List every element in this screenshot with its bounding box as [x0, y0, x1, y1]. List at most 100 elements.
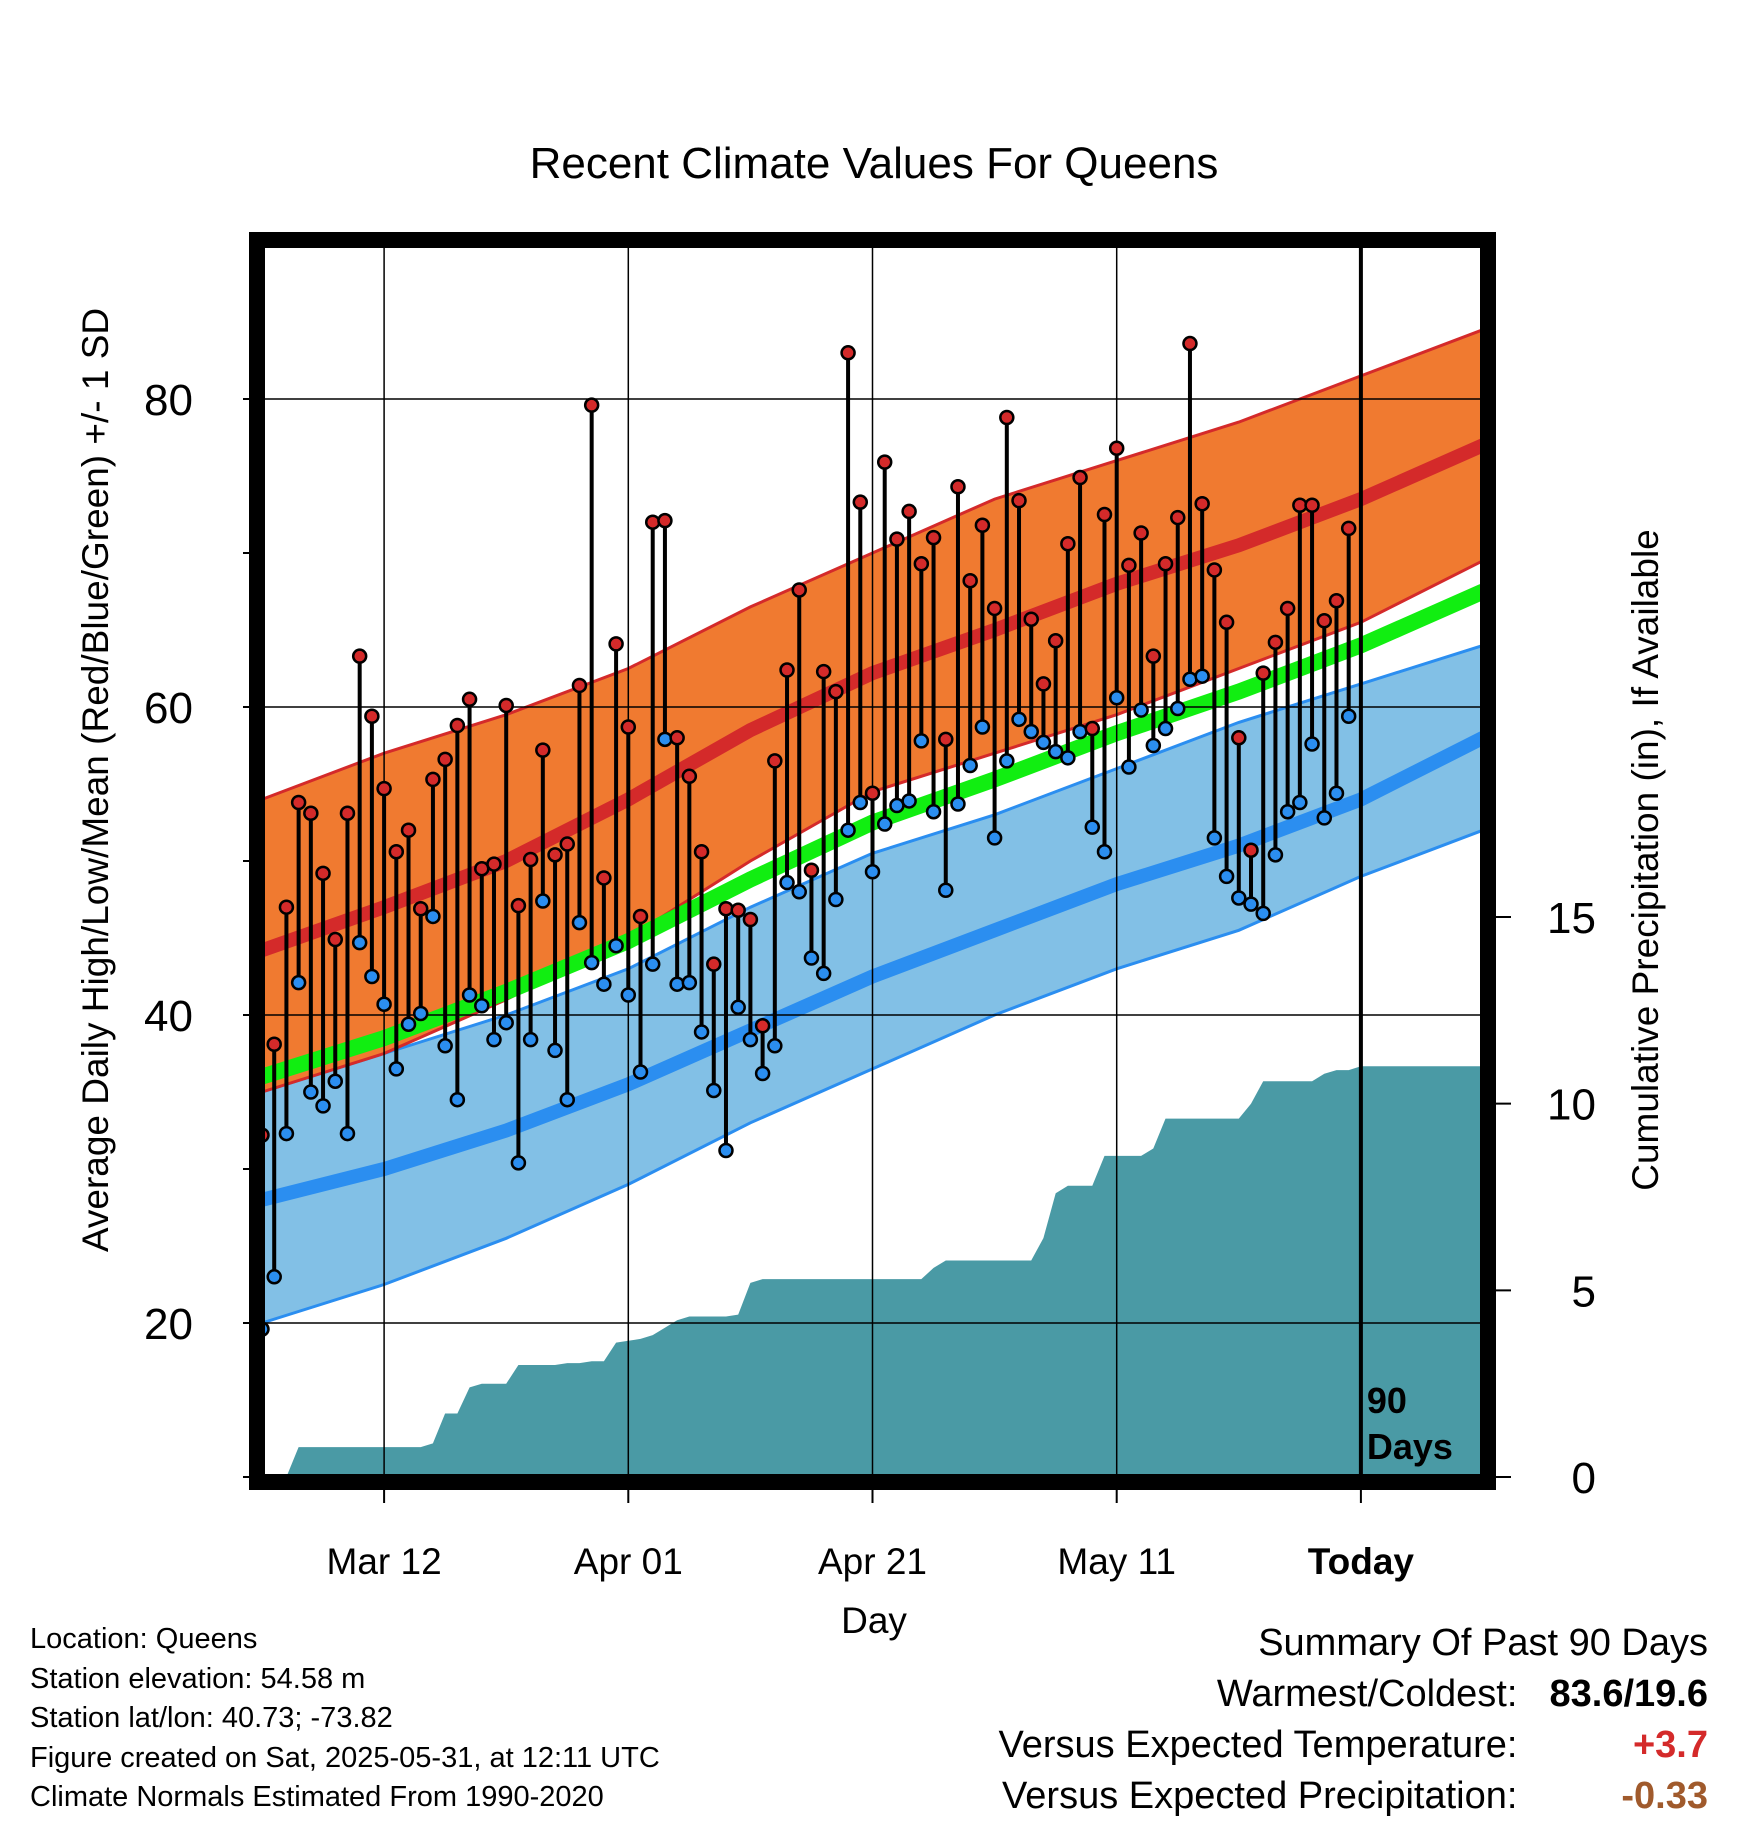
- daily-low-point: [388, 1061, 405, 1077]
- daily-high-point: [1121, 557, 1137, 574]
- daily-low-point: [1243, 896, 1259, 912]
- daily-high-point: [1023, 611, 1039, 627]
- daily-high-point: [547, 847, 563, 863]
- daily-high-point: [559, 836, 575, 852]
- daily-high-point: [1255, 665, 1271, 681]
- daily-low-point: [791, 884, 807, 900]
- daily-high-point: [290, 794, 307, 811]
- daily-high-point: [767, 753, 783, 769]
- daily-high-point: [596, 870, 612, 886]
- daily-high-point: [449, 717, 466, 734]
- daily-low-point: [425, 908, 441, 925]
- y-tick-label: 80: [144, 376, 193, 425]
- daily-high-point: [852, 494, 869, 510]
- daily-low-point: [1182, 671, 1198, 688]
- daily-low-point: [547, 1042, 563, 1059]
- daily-high-point: [913, 556, 930, 572]
- daily-low-point: [364, 968, 380, 985]
- daily-low-point: [327, 1073, 344, 1089]
- daily-high-point: [706, 956, 722, 972]
- daily-high-point: [1060, 536, 1076, 552]
- daily-low-point: [803, 950, 820, 966]
- daily-high-point: [779, 662, 795, 678]
- y2-axis-label: Cumulative Precipitation (in), If Availa…: [1625, 529, 1666, 1191]
- daily-high-point: [1304, 497, 1320, 514]
- precip-anomaly-value: -0.33: [1621, 1775, 1708, 1817]
- daily-low-point: [913, 733, 930, 749]
- daily-high-point: [1047, 633, 1064, 649]
- daily-high-point: [1084, 720, 1101, 737]
- daily-high-point: [522, 851, 539, 868]
- x-axis-label: Day: [841, 1600, 907, 1641]
- daily-low-point: [1328, 785, 1345, 801]
- daily-high-point: [864, 785, 881, 801]
- daily-low-point: [1047, 743, 1064, 760]
- normals-text: Climate Normals Estimated From 1990-2020: [30, 1781, 604, 1813]
- daily-high-point: [608, 636, 624, 652]
- daily-low-point: [1340, 708, 1357, 724]
- daily-low-point: [339, 1125, 356, 1142]
- daily-high-point: [986, 600, 1003, 617]
- daily-high-point: [644, 514, 661, 530]
- daily-low-point: [1121, 759, 1137, 775]
- daily-high-point: [400, 822, 417, 838]
- daily-high-point: [425, 771, 441, 788]
- daily-low-point: [1096, 844, 1113, 860]
- daily-low-point: [535, 893, 551, 909]
- daily-low-point: [974, 719, 991, 735]
- daily-low-point: [718, 1142, 734, 1159]
- daily-high-point: [791, 582, 807, 598]
- daily-low-point: [608, 937, 624, 954]
- plot-frame: [249, 232, 1496, 1490]
- daily-low-point: [1084, 819, 1101, 835]
- latlon-text: Station lat/lon: 40.73; -73.82: [30, 1702, 393, 1734]
- daily-high-point: [327, 931, 344, 948]
- daily-high-point: [412, 900, 429, 917]
- summary-temp-row: Versus Expected Temperature: +3.7: [999, 1720, 1708, 1771]
- daily-low-point: [461, 987, 478, 1003]
- daily-low-point: [510, 1155, 527, 1171]
- daily-high-point: [388, 844, 405, 860]
- daily-low-point: [901, 793, 917, 809]
- daily-high-point: [815, 663, 832, 680]
- daily-high-point: [339, 805, 356, 822]
- daily-high-point: [742, 911, 759, 928]
- daily-low-point: [730, 999, 746, 1016]
- summary-warmest-row: Warmest/Coldest: 83.6/19.6: [999, 1669, 1708, 1720]
- daily-low-point: [1292, 794, 1308, 811]
- daily-low-point: [999, 753, 1015, 769]
- daily-low-point: [767, 1038, 783, 1054]
- daily-high-point: [840, 345, 856, 361]
- daily-low-point: [303, 1084, 319, 1100]
- daily-low-point: [437, 1038, 453, 1054]
- daily-high-point: [718, 900, 734, 917]
- daily-high-point: [1340, 520, 1357, 537]
- daily-high-point: [535, 742, 551, 758]
- daily-high-point: [1096, 506, 1113, 523]
- daily-low-point: [657, 731, 673, 748]
- daily-high-point: [437, 751, 453, 768]
- temp-anomaly-label: Versus Expected Temperature:: [998, 1724, 1518, 1766]
- daily-high-point: [1108, 440, 1125, 457]
- daily-high-point: [1157, 556, 1174, 572]
- daily-high-point: [1267, 634, 1284, 651]
- daily-low-point: [962, 757, 978, 774]
- daily-low-point: [1218, 868, 1235, 885]
- daily-high-point: [620, 719, 637, 735]
- daily-high-point: [1218, 614, 1235, 631]
- daily-low-point: [1231, 890, 1247, 906]
- x-tick-label: Apr 01: [574, 1541, 683, 1582]
- daily-low-point: [1279, 803, 1296, 820]
- x-tick-label: May 11: [1057, 1541, 1176, 1582]
- daily-low-point: [1072, 723, 1088, 740]
- daily-low-point: [840, 822, 856, 838]
- daily-high-point: [571, 677, 588, 694]
- y-axis-label: Average Daily High/Low/Mean (Red/Blue/Gr…: [75, 308, 116, 1252]
- daily-low-point: [620, 987, 637, 1003]
- daily-low-point: [1206, 830, 1223, 846]
- daily-high-point: [876, 454, 893, 470]
- daily-low-point: [1194, 668, 1210, 684]
- daily-low-point: [1145, 737, 1162, 754]
- daily-high-point: [1011, 492, 1027, 509]
